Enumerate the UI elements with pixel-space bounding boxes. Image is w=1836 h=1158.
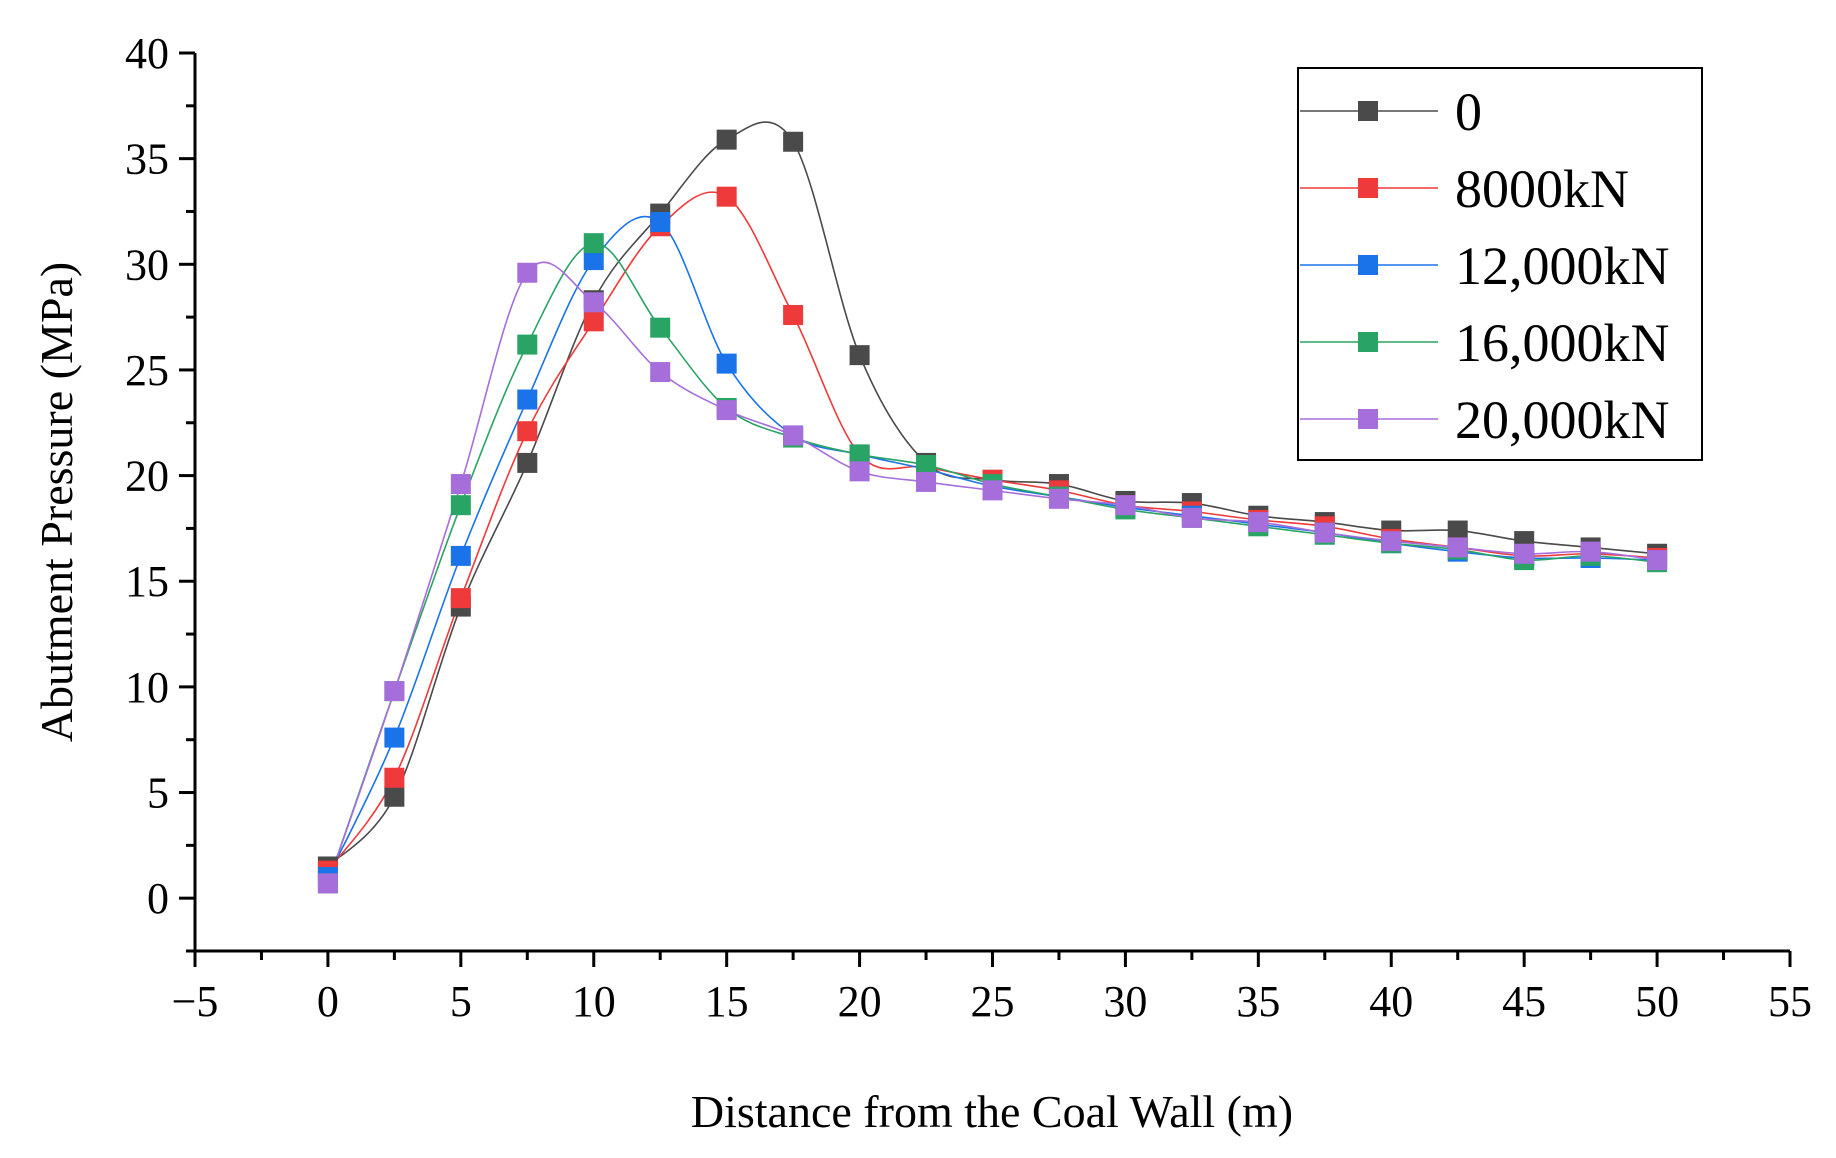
- data-point: [517, 389, 538, 410]
- y-tick-label: 15: [125, 557, 169, 606]
- data-point: [783, 305, 804, 326]
- legend-marker: [1358, 101, 1378, 121]
- y-tick-label: 25: [125, 346, 169, 395]
- series-markers: [317, 129, 1668, 894]
- x-tick-label: 20: [838, 977, 882, 1026]
- data-point: [849, 345, 870, 366]
- x-tick-label: 40: [1369, 977, 1413, 1026]
- x-tick-label: 25: [971, 977, 1015, 1026]
- data-point: [716, 353, 737, 374]
- data-point: [716, 129, 737, 150]
- data-point: [916, 455, 937, 476]
- x-tick-label: 30: [1103, 977, 1147, 1026]
- data-point: [517, 334, 538, 355]
- data-point: [1514, 543, 1535, 564]
- x-tick-label: −5: [172, 977, 219, 1026]
- x-tick-label: 35: [1236, 977, 1280, 1026]
- data-point: [849, 461, 870, 482]
- x-axis-title: Distance from the Coal Wall (m): [691, 1086, 1293, 1137]
- data-point: [450, 495, 471, 516]
- data-point: [783, 131, 804, 152]
- data-point: [1447, 537, 1468, 558]
- data-point: [317, 873, 338, 894]
- data-point: [1381, 531, 1402, 552]
- y-tick-label: 20: [125, 452, 169, 501]
- data-point: [1248, 512, 1269, 533]
- data-point: [517, 262, 538, 283]
- data-point: [1580, 541, 1601, 562]
- data-point: [450, 545, 471, 566]
- data-point: [849, 444, 870, 465]
- y-tick-label: 5: [147, 769, 169, 818]
- data-point: [1447, 520, 1468, 541]
- x-tick-label: 15: [705, 977, 749, 1026]
- legend-label: 0: [1455, 82, 1482, 142]
- data-point: [1048, 488, 1069, 509]
- legend-label: 20,000kN: [1455, 390, 1670, 450]
- x-tick-label: 10: [572, 977, 616, 1026]
- data-point: [517, 421, 538, 442]
- data-point: [384, 681, 405, 702]
- data-point: [650, 317, 671, 338]
- data-point: [583, 233, 604, 254]
- data-point: [583, 292, 604, 313]
- x-tick-label: 45: [1502, 977, 1546, 1026]
- y-tick-label: 35: [125, 135, 169, 184]
- legend-marker: [1358, 409, 1378, 429]
- legend-marker: [1358, 178, 1378, 198]
- x-axis-ticks: −5 0 5 10 15 20 25 30 35 40 45 50 55: [172, 951, 1812, 1026]
- data-point: [384, 786, 405, 807]
- data-point: [716, 186, 737, 207]
- data-point: [982, 480, 1003, 501]
- legend: 0 8000kN 12,000kN 16,000kN 20,000kN: [1297, 67, 1703, 461]
- x-tick-label: 55: [1768, 977, 1812, 1026]
- legend-label: 12,000kN: [1455, 236, 1670, 296]
- x-tick-label: 0: [317, 977, 339, 1026]
- data-point: [583, 311, 604, 332]
- y-tick-label: 30: [125, 240, 169, 289]
- data-point: [1181, 507, 1202, 528]
- legend-marker: [1358, 255, 1378, 275]
- y-tick-label: 0: [147, 874, 169, 923]
- data-point: [384, 767, 405, 788]
- data-point: [1314, 522, 1335, 543]
- y-axis-ticks: 0 5 10 15 20 25 30 35 40: [125, 29, 195, 953]
- data-point: [650, 212, 671, 233]
- data-point: [1115, 495, 1136, 516]
- data-point: [916, 471, 937, 492]
- data-point: [783, 425, 804, 446]
- x-tick-label: 50: [1635, 977, 1679, 1026]
- y-tick-label: 10: [125, 663, 169, 712]
- legend-label: 16,000kN: [1455, 313, 1670, 373]
- data-point: [517, 452, 538, 473]
- x-tick-label: 5: [450, 977, 472, 1026]
- data-point: [450, 474, 471, 495]
- y-tick-label: 40: [125, 29, 169, 78]
- data-point: [716, 400, 737, 421]
- legend-marker: [1358, 332, 1378, 352]
- legend-label: 8000kN: [1455, 159, 1629, 219]
- data-point: [450, 588, 471, 609]
- data-point: [650, 362, 671, 383]
- data-point: [1647, 550, 1668, 571]
- data-point: [583, 250, 604, 271]
- y-axis-title: Abutment Pressure (MPa): [31, 262, 82, 742]
- data-point: [384, 727, 405, 748]
